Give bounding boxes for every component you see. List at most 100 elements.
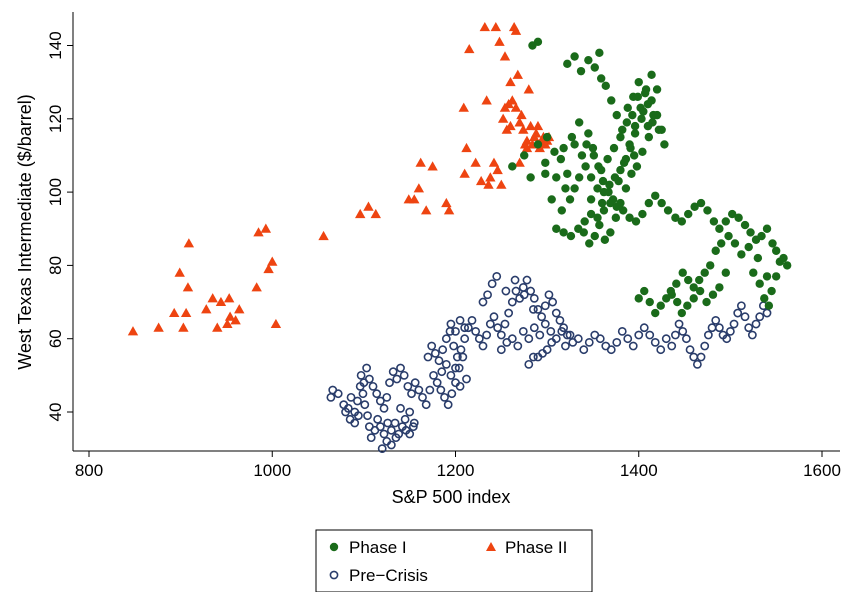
precrisis-point — [430, 348, 440, 358]
precrisis-point — [409, 418, 419, 428]
phase2-point — [523, 84, 534, 94]
phase1-point — [715, 283, 724, 292]
phase1-point — [567, 132, 577, 142]
phase1-point — [600, 235, 610, 244]
precrisis-point — [733, 308, 743, 318]
phase1-point — [768, 239, 777, 248]
phase2-point — [201, 304, 212, 314]
phase1-point — [611, 213, 621, 222]
phase1-point — [563, 169, 572, 178]
phase1-point — [570, 52, 579, 61]
precrisis-point — [617, 326, 627, 336]
phase1-point — [717, 239, 726, 248]
precrisis-point — [493, 323, 503, 333]
phase1-point — [595, 48, 604, 58]
precrisis-point — [436, 385, 446, 395]
phase1-point — [618, 125, 627, 134]
phase1-point — [647, 70, 656, 80]
phase2-point — [488, 157, 500, 167]
phase1-point — [552, 173, 561, 182]
phase1-point — [598, 176, 608, 186]
phase2-point — [518, 124, 529, 134]
y-axis-title: West Texas Intermediate ($/barrel) — [15, 94, 35, 369]
phase1-point — [603, 154, 612, 164]
phase1-point — [700, 268, 709, 277]
precrisis-point — [437, 367, 447, 377]
phase1-point — [621, 184, 631, 193]
precrisis-point — [751, 319, 761, 329]
phase1-point — [533, 140, 543, 149]
phase1-point — [584, 55, 593, 65]
phase1-point — [508, 162, 517, 171]
x-tick-label: 1200 — [437, 461, 475, 480]
precrisis-point — [346, 392, 356, 402]
phase2-point — [510, 25, 522, 35]
precrisis-point — [703, 330, 713, 340]
axes — [72, 12, 840, 452]
precrisis-point — [386, 440, 396, 450]
precrisis-point — [714, 323, 724, 333]
phase1-point — [579, 228, 588, 237]
phase1-point — [616, 165, 625, 175]
precrisis-point — [390, 418, 400, 428]
precrisis-point — [504, 308, 514, 318]
phase1-point — [644, 198, 654, 208]
phase1-point — [638, 147, 647, 156]
phase1-point — [590, 63, 599, 72]
precrisis-point — [467, 315, 477, 325]
phase2-point — [355, 208, 366, 219]
precrisis-point — [507, 334, 517, 344]
phase1-point — [618, 206, 628, 215]
phase2-point — [530, 128, 542, 138]
precrisis-point — [533, 304, 543, 314]
precrisis-point — [671, 330, 680, 340]
precrisis-point — [725, 326, 735, 336]
phase1-point — [737, 250, 746, 259]
precrisis-point — [396, 403, 405, 413]
precrisis-point — [356, 370, 366, 380]
phase2-point — [234, 304, 245, 314]
x-axis-title: S&P 500 index — [392, 487, 511, 507]
phase2-point — [458, 102, 469, 112]
phase2-point — [492, 164, 503, 175]
phase2-point — [127, 326, 139, 336]
phase1-point — [621, 154, 631, 164]
precrisis-point — [736, 301, 746, 311]
precrisis-point — [623, 334, 633, 344]
phase1-point — [565, 195, 575, 204]
precrisis-point — [478, 297, 488, 307]
precrisis-point — [364, 374, 374, 384]
phase2-point — [180, 307, 192, 318]
precrisis-point — [700, 341, 710, 351]
precrisis-point — [537, 312, 547, 322]
precrisis-point — [373, 414, 383, 424]
x-tick-label: 1600 — [803, 461, 841, 480]
phase1-point — [563, 59, 572, 69]
precrisis-point — [487, 279, 497, 289]
phase1-point — [660, 140, 669, 149]
phase1-point — [671, 213, 680, 222]
legend-phase2-label: Phase II — [505, 538, 567, 557]
legend-precrisis-marker — [329, 570, 339, 580]
phase1-point — [706, 261, 715, 270]
phase1-point — [601, 81, 610, 91]
phase2-point — [499, 51, 511, 61]
phase1-point — [612, 110, 621, 120]
precrisis-point — [400, 414, 410, 424]
precrisis-point — [368, 381, 378, 391]
phase1-point — [746, 228, 755, 237]
phase1-point — [547, 195, 556, 204]
phase1-point — [651, 191, 660, 200]
precrisis-point — [382, 392, 392, 402]
precrisis-point — [489, 312, 499, 322]
precrisis-point — [674, 319, 684, 329]
precrisis-point — [562, 330, 572, 340]
precrisis-point — [692, 359, 702, 369]
phase1-point — [625, 213, 634, 222]
precrisis-point — [722, 334, 732, 344]
precrisis-point — [441, 334, 451, 344]
phase2-point — [363, 201, 374, 211]
y-tick-label: 100 — [46, 178, 65, 206]
precrisis-point — [454, 363, 464, 373]
phase1-point — [630, 121, 640, 131]
